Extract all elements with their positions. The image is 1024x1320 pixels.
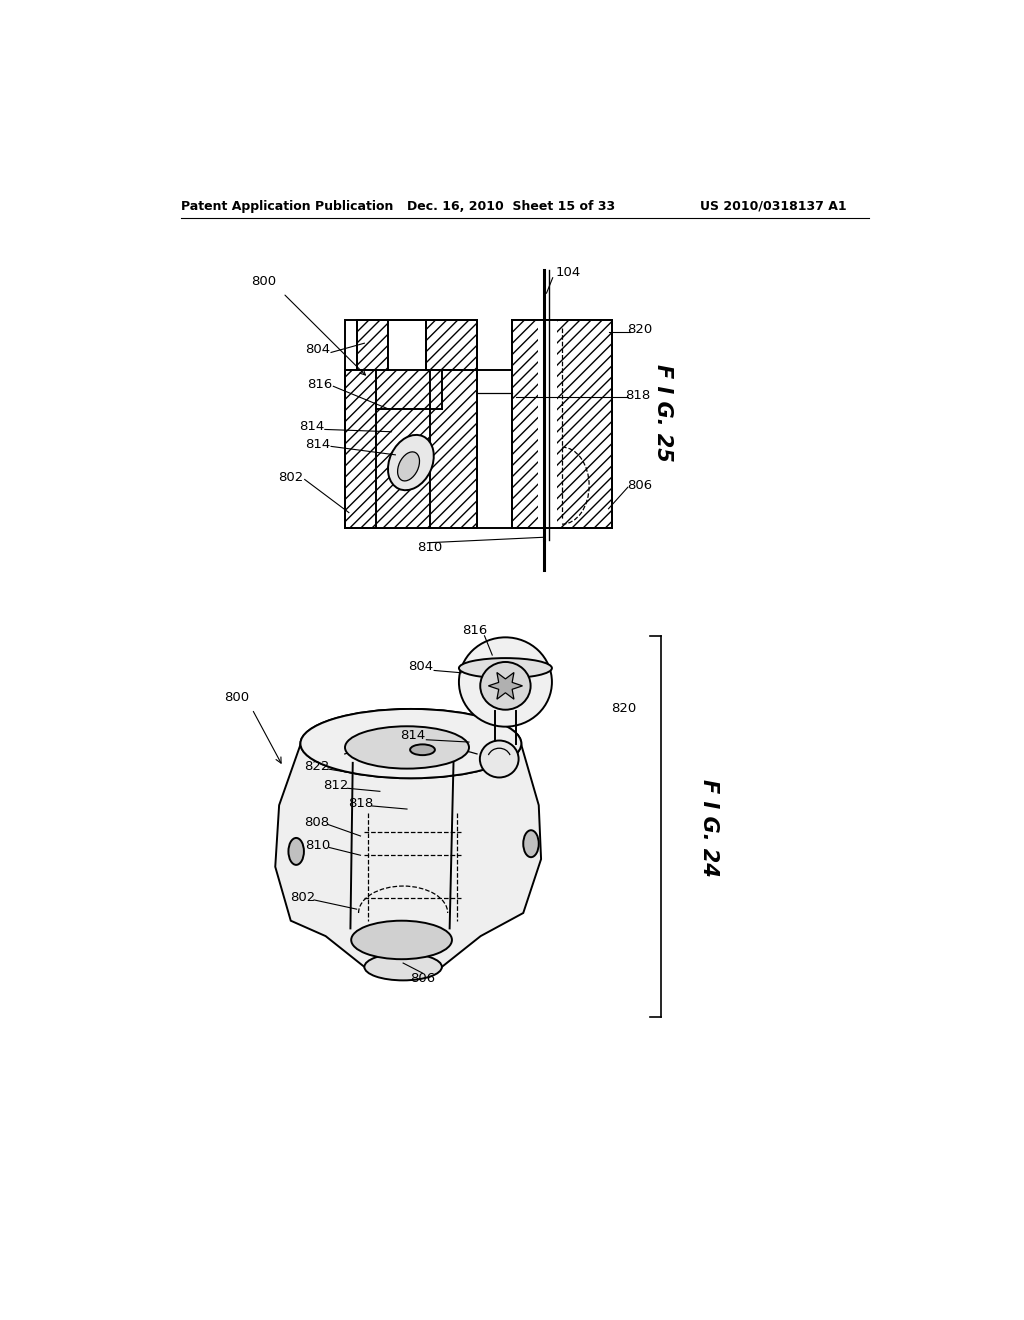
Ellipse shape	[410, 744, 435, 755]
Polygon shape	[275, 743, 541, 966]
Bar	[426, 321, 477, 370]
Text: 820: 820	[611, 702, 637, 715]
Text: 800: 800	[224, 690, 249, 704]
Ellipse shape	[388, 434, 434, 490]
Text: 810: 810	[418, 541, 442, 554]
Text: Dec. 16, 2010  Sheet 15 of 33: Dec. 16, 2010 Sheet 15 of 33	[407, 199, 615, 213]
Text: 804: 804	[409, 660, 433, 673]
Bar	[426, 321, 477, 370]
Ellipse shape	[523, 830, 539, 857]
Bar	[356, 321, 388, 370]
Text: 816: 816	[307, 378, 333, 391]
Text: 808: 808	[304, 816, 329, 829]
Bar	[388, 321, 426, 370]
Text: 814: 814	[400, 730, 426, 742]
Text: 814: 814	[299, 420, 325, 433]
Ellipse shape	[351, 921, 452, 960]
Text: F I G. 25: F I G. 25	[652, 363, 673, 462]
Text: F I G. 24: F I G. 24	[699, 779, 719, 878]
Polygon shape	[488, 672, 522, 700]
Text: 818: 818	[626, 389, 650, 403]
Bar	[345, 370, 376, 528]
Ellipse shape	[397, 451, 420, 480]
Text: 806: 806	[410, 972, 435, 985]
Text: 812: 812	[323, 779, 348, 792]
Bar	[430, 370, 477, 528]
Text: 806: 806	[627, 479, 652, 492]
Text: 802: 802	[279, 471, 303, 484]
Ellipse shape	[345, 726, 469, 768]
Ellipse shape	[480, 741, 518, 777]
Text: 802: 802	[290, 891, 315, 904]
Ellipse shape	[459, 638, 552, 726]
Text: 816: 816	[463, 624, 487, 638]
Bar	[376, 370, 430, 528]
Bar	[356, 321, 388, 370]
Text: 822: 822	[304, 760, 329, 774]
Ellipse shape	[300, 709, 521, 779]
Bar	[345, 321, 477, 528]
Ellipse shape	[480, 663, 530, 710]
Text: 804: 804	[305, 343, 331, 356]
Bar	[430, 370, 477, 528]
Ellipse shape	[289, 838, 304, 865]
Text: 810: 810	[305, 838, 331, 851]
Bar	[345, 370, 376, 528]
Text: 800: 800	[251, 275, 276, 288]
Text: Patent Application Publication: Patent Application Publication	[180, 199, 393, 213]
Text: 818: 818	[348, 797, 373, 810]
Bar	[512, 321, 612, 528]
Text: 104: 104	[556, 265, 581, 279]
Ellipse shape	[459, 659, 552, 678]
Ellipse shape	[300, 709, 521, 779]
Bar	[538, 321, 557, 528]
Ellipse shape	[365, 953, 442, 981]
Text: 820: 820	[627, 323, 652, 335]
Text: 814: 814	[305, 438, 331, 451]
Text: US 2010/0318137 A1: US 2010/0318137 A1	[700, 199, 847, 213]
